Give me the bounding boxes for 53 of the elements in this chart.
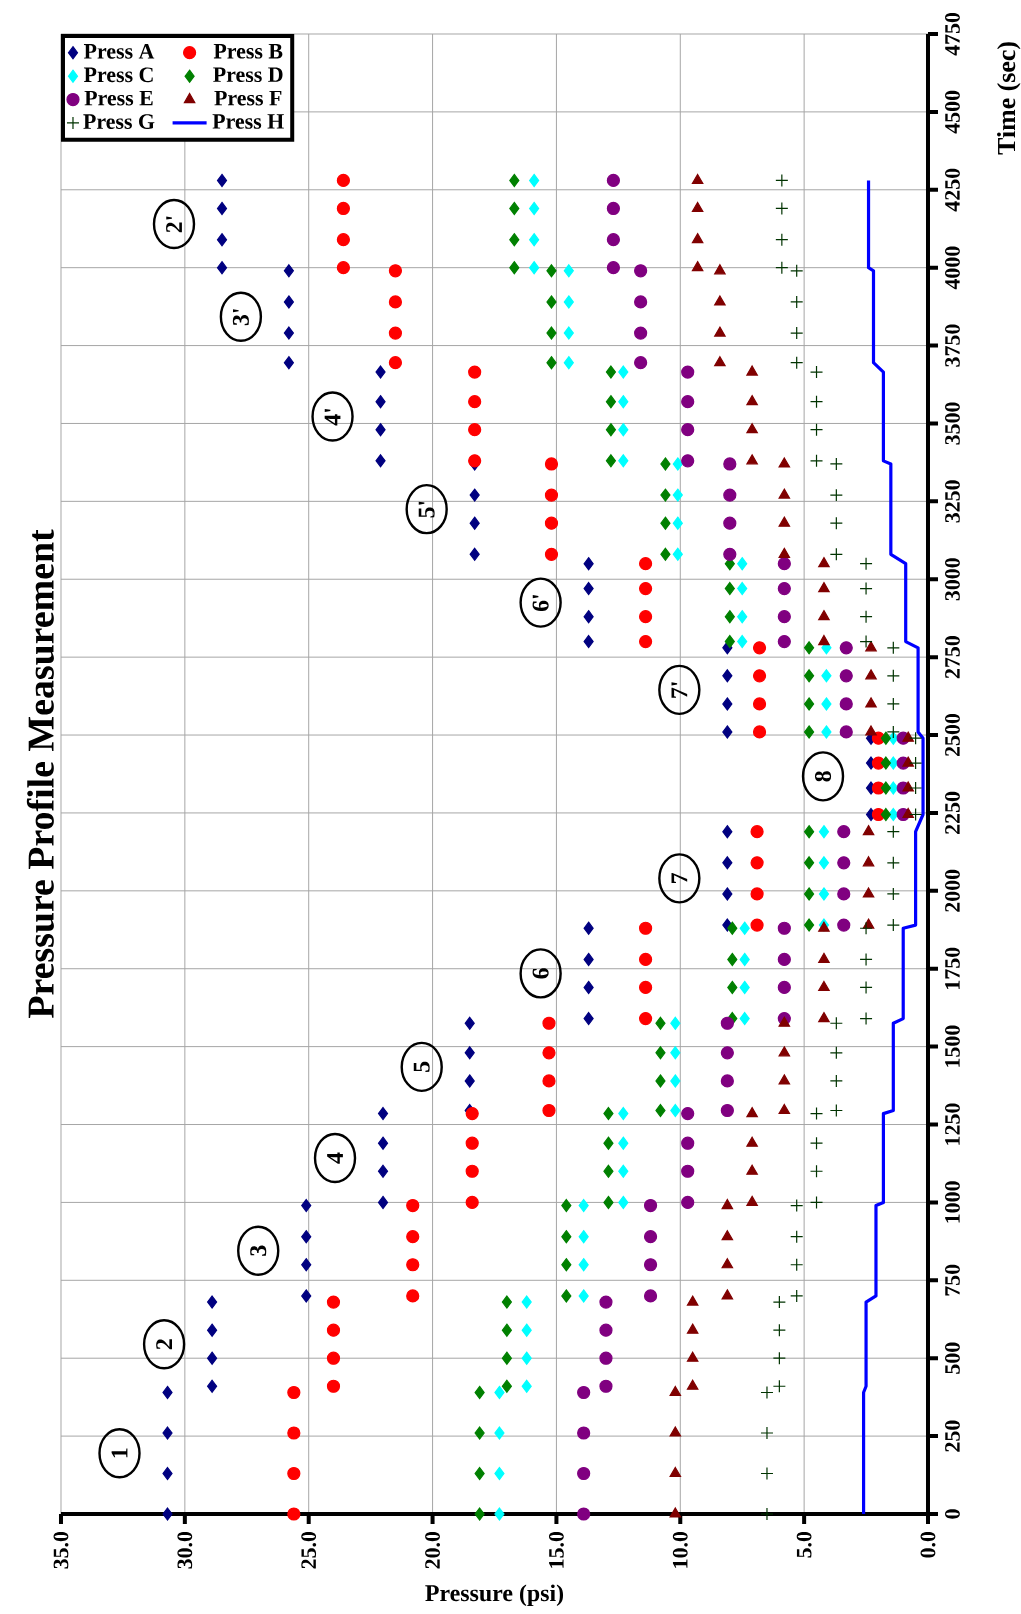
x-tick-label: 30.0: [177, 1531, 193, 1569]
annotation: 7': [671, 682, 688, 698]
y-tick-label: 3250: [945, 480, 960, 523]
text: Pressure Profile Measurement: [26, 529, 54, 1018]
legend-label: Press B: [213, 44, 283, 59]
y-tick-label: 3000: [945, 558, 960, 601]
y-tick-label: 2250: [945, 791, 960, 834]
y-tick-label: 4500: [945, 90, 960, 134]
legend-label: Press D: [213, 67, 283, 83]
annotation: 5: [413, 1061, 430, 1072]
y-tick-label: 4000: [945, 246, 960, 290]
y-tick-label: 3500: [945, 402, 960, 445]
y-tick-label: 500: [945, 1342, 960, 1374]
x-axis-title: Pressure (psi): [425, 1584, 564, 1607]
y-tick-label: 1000: [945, 1181, 960, 1223]
annotation: 6': [532, 595, 549, 612]
annotation: 3: [250, 1245, 267, 1256]
legend-label: Press A: [83, 43, 155, 59]
annotation: 5': [418, 501, 435, 518]
y-tick-label: 250: [945, 1420, 960, 1452]
annotation: 8: [814, 771, 832, 782]
annotation: 7: [671, 872, 688, 883]
x-tick-label: 25.0: [301, 1531, 317, 1569]
annotation: 6: [532, 968, 549, 979]
x-tick-label: 5.0: [796, 1531, 812, 1558]
annotation: 2: [156, 1339, 173, 1350]
annotation: 1: [111, 1448, 128, 1458]
legend-label: Press H: [212, 114, 284, 129]
y-tick-label: 0: [945, 1509, 960, 1519]
y-tick-label: 2000: [945, 869, 960, 912]
x-tick-label: 0.0: [920, 1531, 936, 1558]
legend-label: Press C: [83, 67, 153, 83]
x-tick-label: 20.0: [425, 1531, 441, 1569]
x-tick-label: 10.0: [672, 1531, 688, 1568]
annotation: 2': [166, 216, 182, 233]
y-tick-label: 1750: [945, 947, 960, 989]
annotation: 4': [324, 408, 341, 426]
y-tick-label: 1500: [945, 1025, 960, 1067]
annotation: 4: [327, 1152, 343, 1164]
y-tick-label: 2500: [945, 713, 960, 757]
y-axis-title: Time (sec): [997, 42, 1021, 155]
legend-label: Press E: [84, 90, 153, 106]
legend-label: Press G: [83, 114, 155, 129]
y-tick-label: 3750: [945, 324, 960, 367]
y-tick-label: 2750: [945, 636, 960, 679]
x-tick-label: 35.0: [53, 1531, 69, 1569]
x-tick-label: 15.0: [548, 1531, 564, 1568]
annotation: 3': [232, 309, 249, 326]
y-tick-label: 1250: [945, 1103, 960, 1145]
y-tick-label: 4750: [945, 12, 960, 56]
y-tick-label: 750: [945, 1264, 960, 1296]
legend-label: Press F: [214, 90, 282, 106]
y-tick-label: 4250: [945, 168, 960, 212]
